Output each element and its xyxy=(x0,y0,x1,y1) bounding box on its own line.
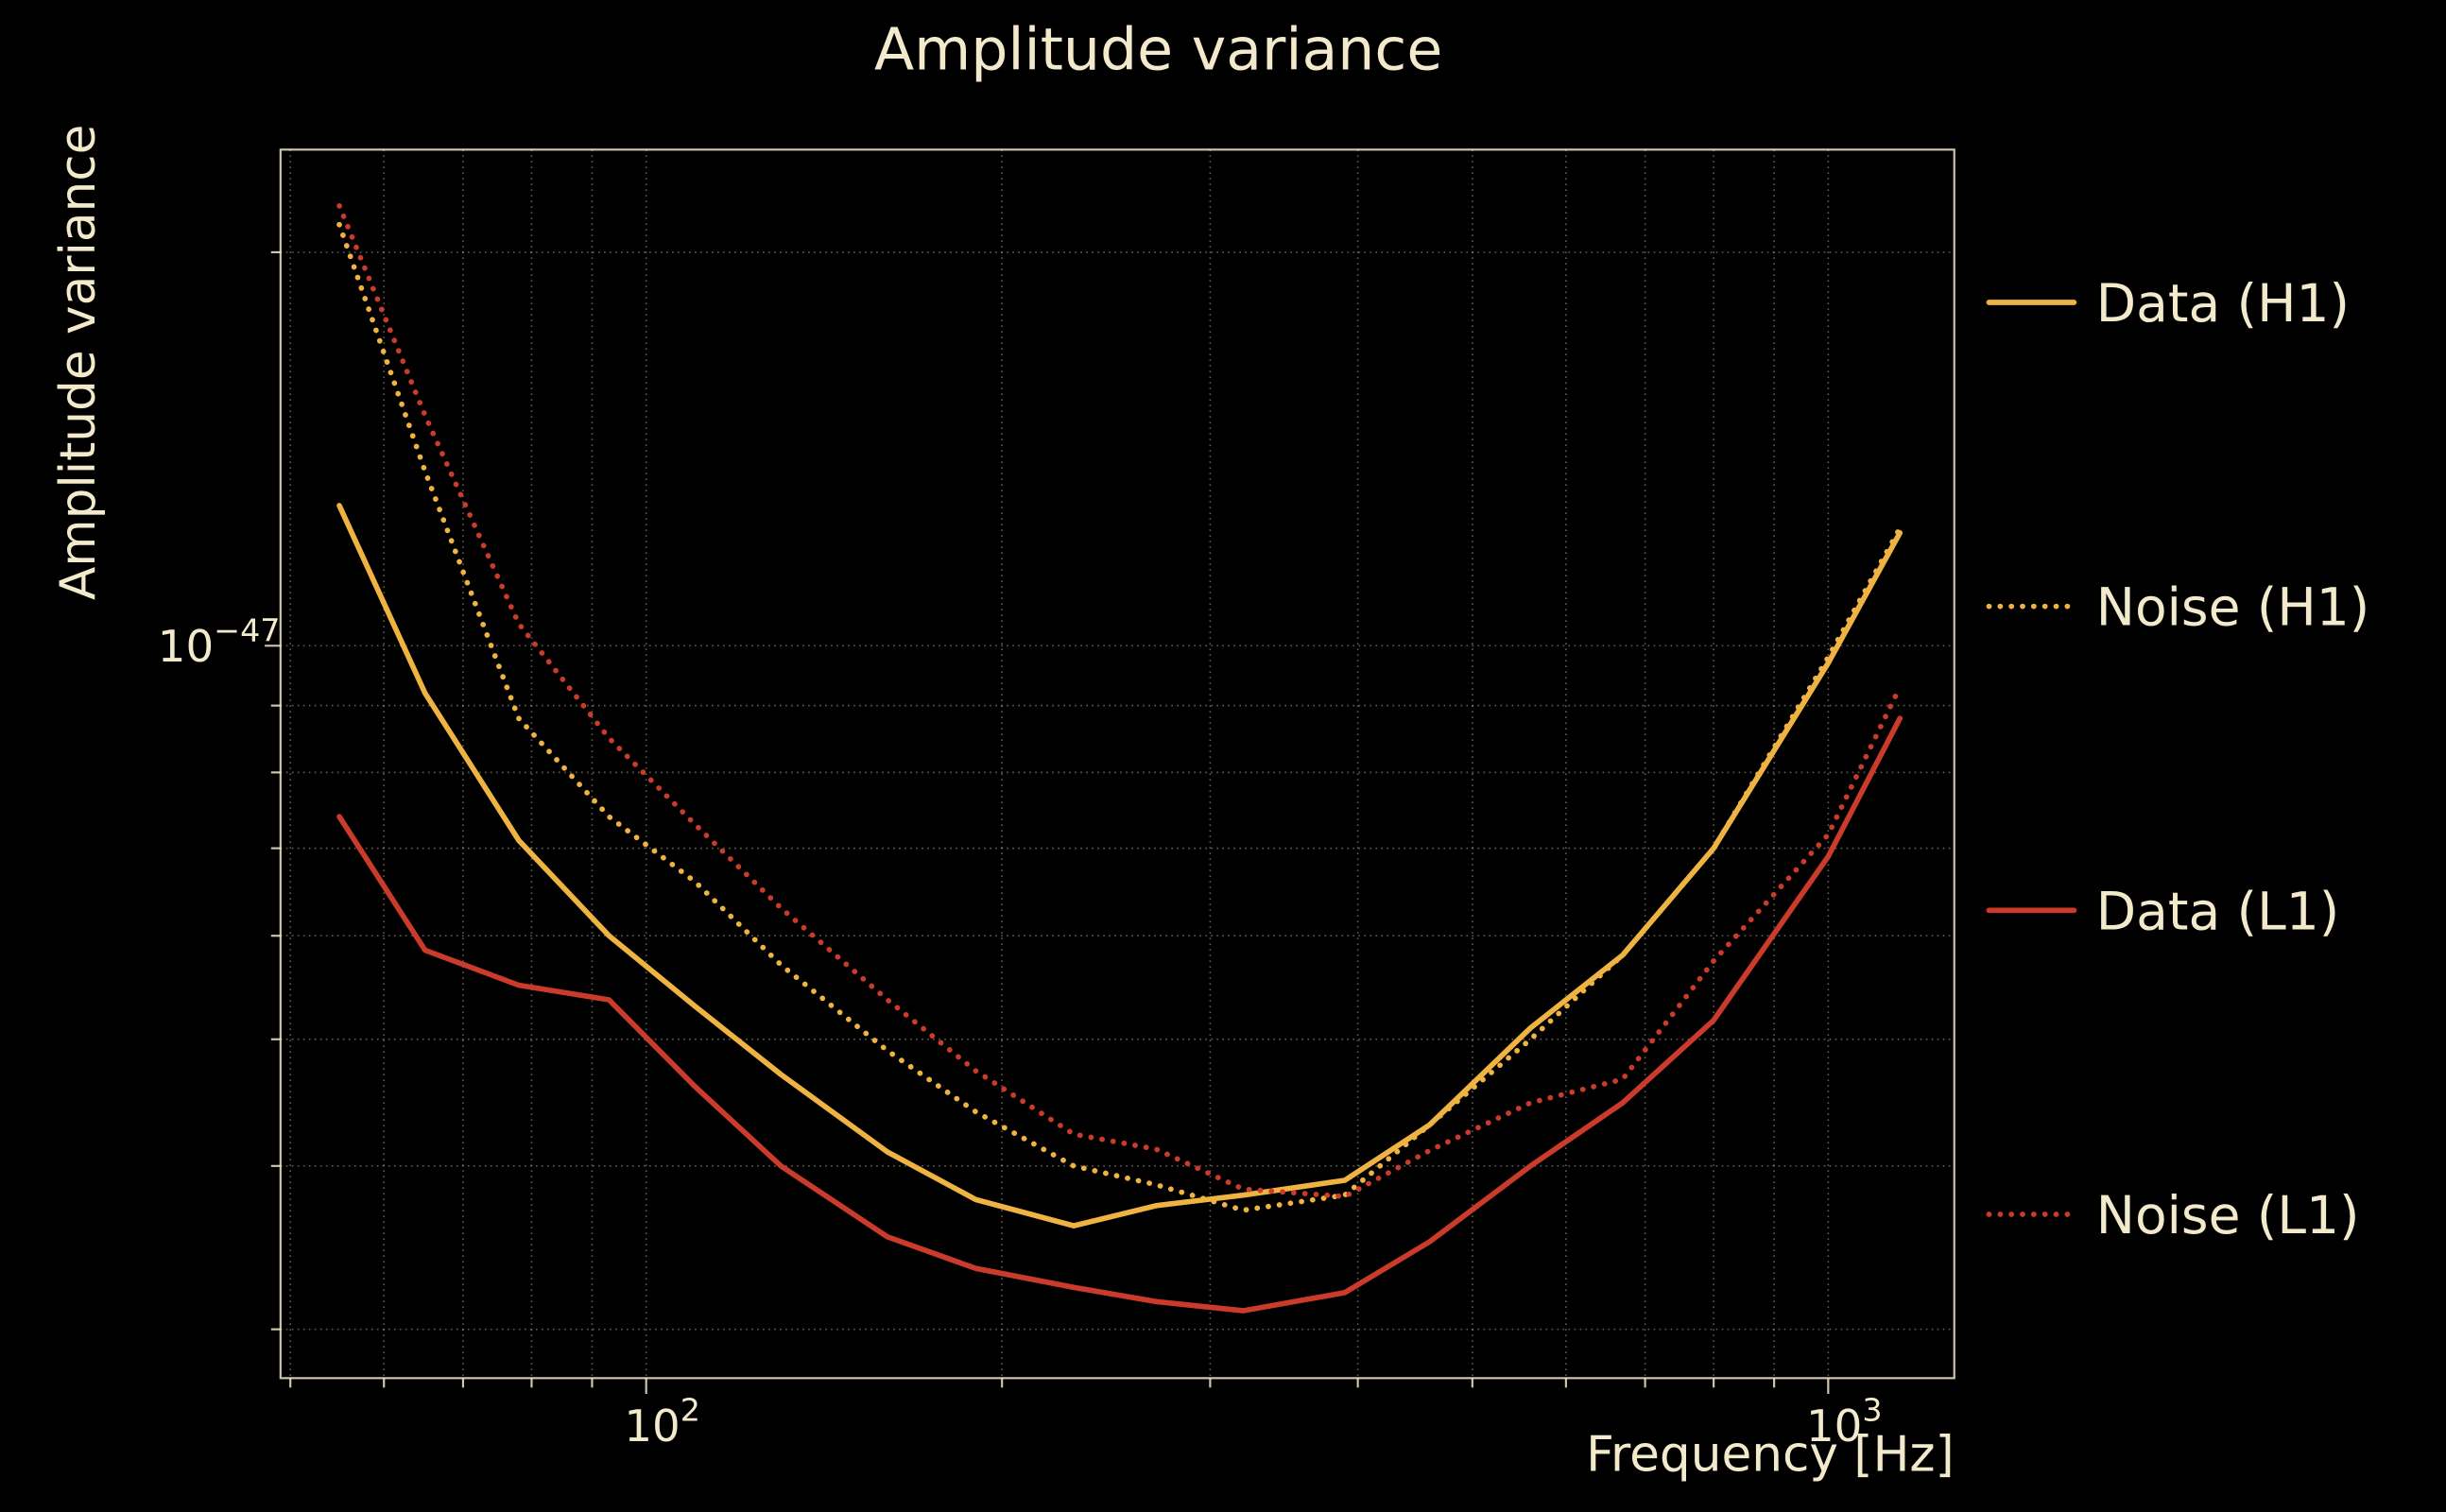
series-line-data-l1 xyxy=(336,715,1903,1314)
legend-label-noise-h1: Noise (H1) xyxy=(2096,577,2369,638)
gridlines xyxy=(280,149,1955,1379)
y-tick-label: 10−47 xyxy=(158,611,281,673)
axes-spines xyxy=(279,148,1955,1380)
series-line-noise-h1 xyxy=(336,221,1903,1213)
legend-label-noise-l1: Noise (L1) xyxy=(2096,1185,2360,1246)
legend: Data (H1) Noise (H1) Data (L1) Noise (L1) xyxy=(1986,273,2369,1246)
chart-title: Amplitude variance xyxy=(874,15,1442,83)
series-line-noise-l1 xyxy=(336,202,1903,1200)
tick-labels: 102 103 10−47 xyxy=(158,611,1883,1452)
x-axis-label: Frequency [Hz] xyxy=(1586,1427,1955,1484)
legend-entry-noise-l1: Noise (L1) xyxy=(1986,1185,2360,1246)
legend-label-data-l1: Data (L1) xyxy=(2096,881,2339,941)
series-lines xyxy=(336,202,1903,1314)
x-tick-label-1000: 103 xyxy=(1806,1391,1883,1452)
y-axis-label: Amplitude variance xyxy=(50,125,107,600)
legend-entry-data-l1: Data (L1) xyxy=(1986,881,2339,941)
legend-entry-noise-h1: Noise (H1) xyxy=(1986,577,2369,638)
legend-entry-data-h1: Data (H1) xyxy=(1986,273,2350,334)
series-line-data-h1 xyxy=(336,503,1903,1228)
legend-label-data-h1: Data (H1) xyxy=(2096,273,2350,334)
plot-border xyxy=(279,148,1955,1380)
axis-ticks xyxy=(265,250,1830,1394)
x-tick-label-100: 102 xyxy=(624,1391,700,1452)
